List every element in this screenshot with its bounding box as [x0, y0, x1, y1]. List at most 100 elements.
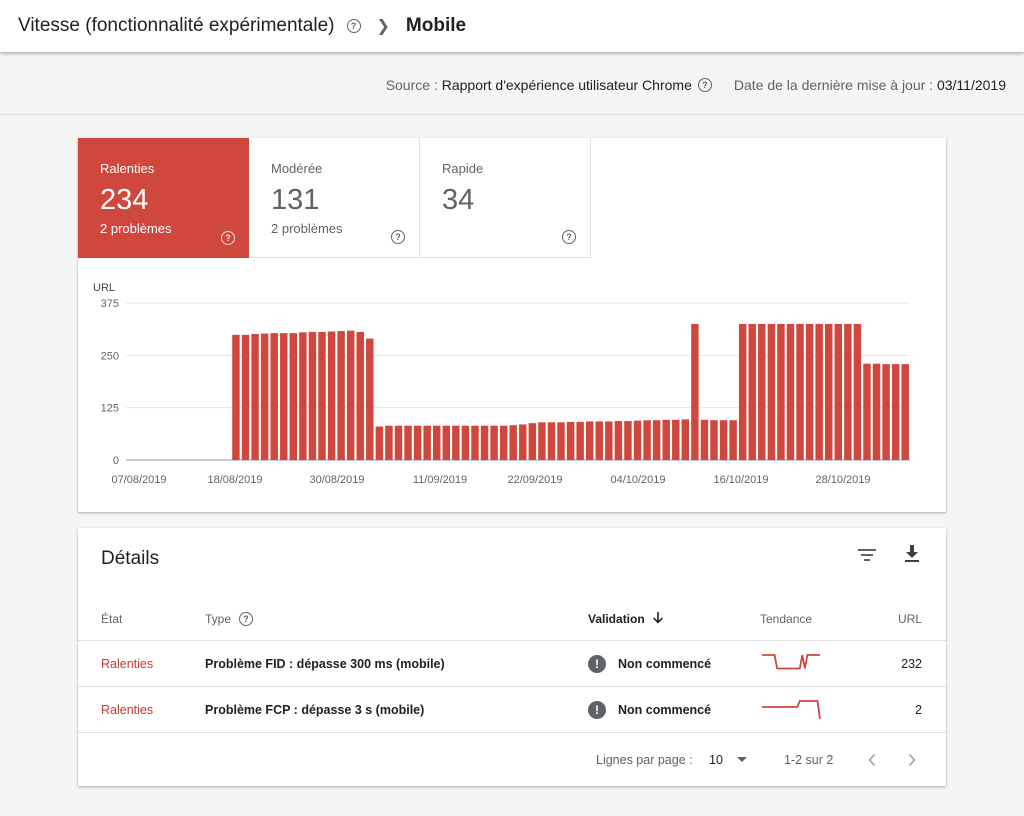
bar — [394, 425, 403, 460]
x-tick-label: 28/10/2019 — [815, 474, 870, 486]
bar — [796, 323, 804, 460]
row-trend — [760, 687, 822, 732]
bar — [499, 425, 508, 460]
bar — [337, 331, 345, 460]
bar — [595, 421, 603, 460]
bar — [729, 420, 737, 460]
summary-card: Ralenties 234 2 problèmes ? Modérée 131 … — [78, 138, 946, 512]
chevron-right-icon[interactable] — [908, 734, 916, 786]
help-icon[interactable]: ? — [221, 231, 235, 245]
bar — [375, 426, 384, 460]
y-tick-label: 375 — [101, 298, 119, 310]
column-type-label: Type — [205, 612, 232, 626]
bar — [844, 323, 852, 460]
table-row[interactable]: Ralenties Problème FID : dépasse 300 ms … — [78, 641, 946, 687]
help-icon[interactable]: ? — [391, 230, 405, 244]
source-bar: Source : Rapport d'expérience utilisateu… — [0, 56, 1024, 115]
bar — [251, 333, 259, 460]
bar — [413, 425, 422, 460]
source-value: Rapport d'expérience utilisateur Chrome — [441, 77, 692, 93]
tile-label: Modérée — [271, 161, 323, 176]
column-trend: Tendance — [760, 612, 813, 626]
bar — [901, 364, 909, 460]
bar — [614, 421, 623, 460]
page-title: Mobile — [405, 15, 467, 36]
bar — [710, 420, 718, 460]
column-type: Type ? — [205, 598, 254, 640]
bar — [853, 323, 862, 460]
source-label: Source : — [385, 77, 438, 93]
bar — [672, 419, 680, 460]
bar — [643, 420, 651, 460]
row-validation-label: Non commencé — [618, 656, 712, 671]
page-range: 1-2 sur 2 — [784, 753, 834, 767]
row-type: Problème FCP : dépasse 3 s (mobile) — [205, 702, 425, 717]
tile-count: 131 — [271, 184, 320, 216]
bar — [280, 333, 288, 460]
bar — [538, 422, 546, 460]
tile-fast[interactable]: Rapide 34 ? — [420, 138, 591, 258]
bar — [385, 425, 393, 460]
bar — [490, 425, 498, 460]
rows-per-page-select[interactable]: 10 — [709, 753, 723, 767]
chevron-right-icon: ❯ — [376, 18, 390, 35]
bar — [232, 334, 240, 460]
chevron-left-icon[interactable] — [868, 734, 876, 786]
y-axis-label: URL — [93, 282, 115, 294]
bar — [633, 420, 642, 460]
tile-label: Ralenties — [100, 161, 155, 176]
bar — [308, 331, 317, 460]
x-tick-label: 16/10/2019 — [713, 474, 768, 486]
row-validation: ! Non commencé — [588, 641, 711, 686]
x-tick-label: 04/10/2019 — [610, 474, 665, 486]
bar — [719, 420, 728, 460]
row-validation-label: Non commencé — [618, 702, 712, 717]
bar — [461, 425, 470, 460]
help-icon[interactable]: ? — [239, 612, 254, 626]
bar — [585, 421, 594, 460]
details-card: Détails État Type ? Validation Tendance … — [78, 528, 946, 786]
bar — [566, 421, 575, 460]
help-icon[interactable]: ? — [562, 230, 576, 244]
y-tick-label: 250 — [101, 350, 119, 362]
sort-down-icon[interactable] — [652, 611, 663, 627]
bar — [547, 422, 556, 460]
column-url: URL — [897, 612, 922, 626]
bar — [681, 419, 690, 460]
bar — [452, 425, 460, 460]
bar — [557, 422, 565, 460]
status-tiles: Ralenties 234 2 problèmes ? Modérée 131 … — [78, 138, 946, 258]
bar — [815, 323, 823, 460]
tile-issues: 2 problèmes — [100, 221, 172, 236]
bar — [576, 421, 584, 460]
bar — [738, 323, 747, 460]
bar — [652, 420, 661, 460]
bar — [863, 363, 871, 460]
bar — [691, 323, 699, 460]
bar — [825, 323, 833, 460]
table-row[interactable]: Ralenties Problème FCP : dépasse 3 s (mo… — [78, 687, 946, 733]
y-tick-label: 0 — [113, 455, 119, 467]
source-help-icon[interactable]: ? — [697, 78, 712, 92]
breadcrumb-section-title[interactable]: Vitesse (fonctionnalité expérimentale) — [18, 15, 335, 36]
bar — [700, 419, 709, 460]
x-tick-label: 07/08/2019 — [111, 474, 166, 486]
tile-count: 234 — [100, 184, 149, 216]
bar — [260, 333, 269, 460]
row-url-count: 232 — [901, 656, 922, 671]
top-bar: Vitesse (fonctionnalité expérimentale) ?… — [0, 0, 1024, 52]
help-icon[interactable]: ? — [346, 19, 361, 33]
dropdown-caret-icon[interactable] — [737, 734, 747, 786]
bar — [318, 331, 326, 460]
rows-per-page-label: Lignes par page : — [596, 753, 693, 767]
tile-moderate[interactable]: Modérée 131 2 problèmes ? — [249, 138, 420, 258]
download-icon[interactable] — [903, 544, 921, 569]
bar — [605, 421, 613, 460]
filter-icon[interactable] — [857, 547, 877, 568]
tile-slow[interactable]: Ralenties 234 2 problèmes ? — [78, 138, 249, 258]
bar — [241, 334, 250, 460]
bar — [289, 333, 298, 460]
bar — [509, 425, 517, 460]
column-validation[interactable]: Validation — [588, 598, 663, 640]
column-state: État — [101, 612, 123, 626]
